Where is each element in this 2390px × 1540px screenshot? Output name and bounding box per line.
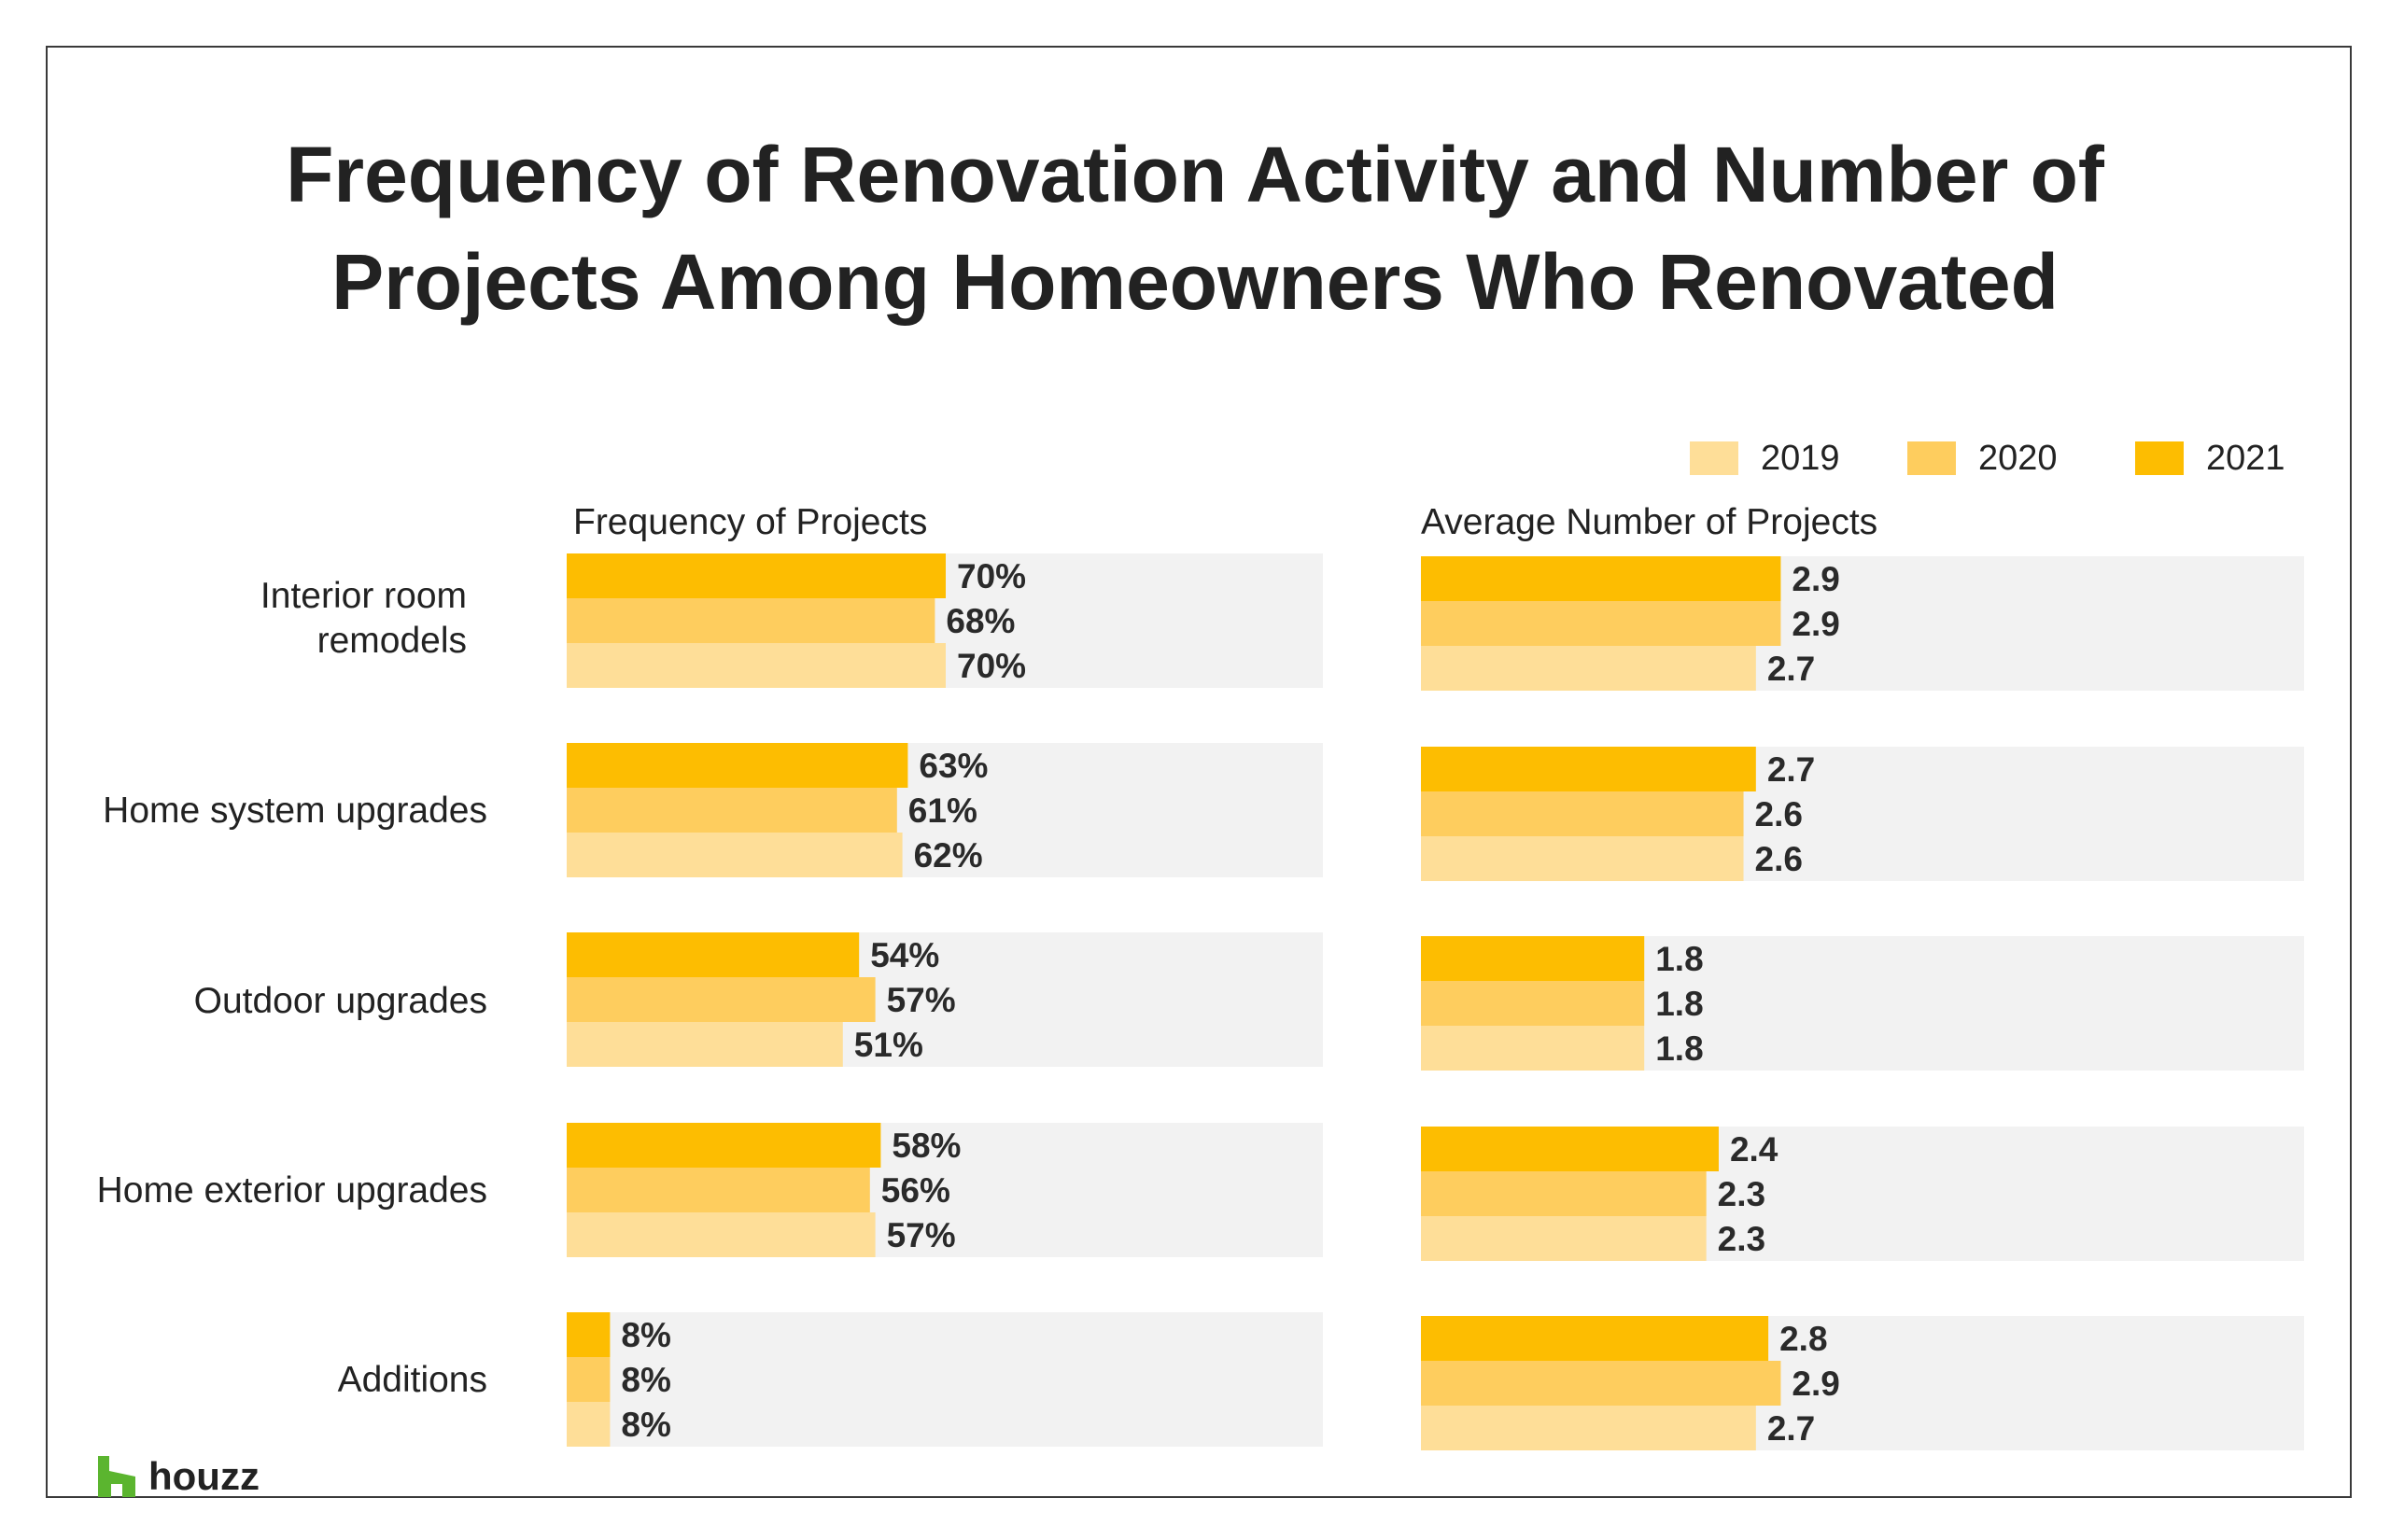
average-value-label-interior-room-remodels-2021: 2.9 [1792, 560, 1839, 598]
average-value-label-outdoor-upgrades-2020: 1.8 [1655, 985, 1703, 1023]
frequency-value-label-interior-room-remodels-2019: 70% [957, 647, 1026, 685]
frequency-bar-outdoor-upgrades-2020 [567, 977, 876, 1022]
average-bar-home-exterior-upgrades-2019 [1421, 1216, 1707, 1261]
category-label-line: Home system upgrades [103, 791, 487, 831]
average-bar-home-system-upgrades-2019 [1421, 836, 1744, 881]
frequency-value-label-additions-2020: 8% [621, 1361, 670, 1399]
legend-item-2021: 2021 [2135, 435, 2285, 482]
frequency-value-label-additions-2019: 8% [621, 1406, 670, 1444]
frequency-bar-additions-2021 [567, 1312, 611, 1357]
frequency-value-label-home-system-upgrades-2020: 61% [908, 791, 977, 830]
average-value-label-home-system-upgrades-2021: 2.7 [1767, 750, 1815, 789]
frequency-bar-outdoor-upgrades-2019 [567, 1022, 843, 1067]
frequency-value-label-additions-2021: 8% [621, 1316, 670, 1354]
chart-title-line-2: Projects Among Homeowners Who Renovated [331, 238, 2059, 326]
average-bar-interior-room-remodels-2020 [1421, 601, 1781, 646]
average-panel-title: Average Number of Projects [1421, 502, 1878, 542]
average-value-label-interior-room-remodels-2020: 2.9 [1792, 605, 1839, 643]
average-bar-outdoor-upgrades-2019 [1421, 1026, 1645, 1071]
frequency-bar-home-system-upgrades-2019 [567, 833, 903, 877]
category-label-outdoor-upgrades: Outdoor upgrades [21, 979, 487, 1024]
average-value-label-outdoor-upgrades-2021: 1.8 [1655, 940, 1703, 978]
average-bar-outdoor-upgrades-2021 [1421, 936, 1645, 981]
frequency-bar-additions-2020 [567, 1357, 611, 1402]
frequency-bar-home-exterior-upgrades-2019 [567, 1212, 876, 1257]
frequency-value-label-outdoor-upgrades-2020: 57% [887, 981, 956, 1019]
frequency-bar-interior-room-remodels-2019 [567, 643, 946, 688]
average-value-label-home-system-upgrades-2019: 2.6 [1755, 840, 1803, 878]
frequency-bar-home-exterior-upgrades-2020 [567, 1168, 870, 1212]
houzz-logo: houzz [98, 1456, 260, 1497]
chart-title-line-1: Frequency of Renovation Activity and Num… [286, 131, 2104, 218]
legend-label-2021: 2021 [2206, 439, 2285, 478]
category-label-interior-room-remodels: Interior room remodels [0, 574, 467, 664]
category-label-home-exterior-upgrades: Home exterior upgrades [21, 1169, 487, 1213]
legend-label-2020: 2020 [1978, 439, 2058, 478]
legend-label-2019: 2019 [1761, 439, 1840, 478]
category-label-line: Home exterior upgrades [96, 1170, 487, 1211]
category-label-additions: Additions [21, 1358, 487, 1403]
average-bar-additions-2019 [1421, 1406, 1756, 1450]
average-value-label-additions-2021: 2.8 [1779, 1320, 1827, 1358]
legend-swatch-2020 [1907, 441, 1956, 475]
frequency-bar-outdoor-upgrades-2021 [567, 932, 860, 977]
average-value-label-home-exterior-upgrades-2020: 2.3 [1718, 1175, 1765, 1213]
average-bar-home-exterior-upgrades-2021 [1421, 1127, 1719, 1171]
frequency-bar-interior-room-remodels-2021 [567, 553, 946, 598]
category-label-line: Outdoor upgrades [193, 981, 487, 1021]
frequency-bar-interior-room-remodels-2020 [567, 598, 935, 643]
average-bar-home-system-upgrades-2021 [1421, 747, 1756, 791]
frequency-value-label-home-exterior-upgrades-2021: 58% [892, 1127, 961, 1165]
frequency-value-label-home-system-upgrades-2019: 62% [914, 836, 983, 875]
frequency-bar-home-exterior-upgrades-2021 [567, 1123, 881, 1168]
average-value-label-home-exterior-upgrades-2021: 2.4 [1730, 1130, 1778, 1169]
average-bar-interior-room-remodels-2021 [1421, 556, 1781, 601]
average-bar-home-system-upgrades-2020 [1421, 791, 1744, 836]
frequency-value-label-interior-room-remodels-2020: 68% [946, 602, 1015, 640]
frequency-value-label-home-system-upgrades-2021: 63% [919, 747, 988, 785]
average-value-label-home-system-upgrades-2020: 2.6 [1755, 795, 1803, 833]
average-bar-additions-2020 [1421, 1361, 1781, 1406]
frequency-value-label-interior-room-remodels-2021: 70% [957, 557, 1026, 595]
average-value-label-interior-room-remodels-2019: 2.7 [1767, 650, 1815, 688]
average-bar-outdoor-upgrades-2020 [1421, 981, 1645, 1026]
average-value-label-outdoor-upgrades-2019: 1.8 [1655, 1029, 1703, 1068]
legend-swatch-2021 [2135, 441, 2184, 475]
houzz-logo-text: houzz [148, 1454, 260, 1498]
chart-frame [46, 46, 2352, 1498]
category-label-line: Interior room [260, 576, 467, 616]
average-bar-interior-room-remodels-2019 [1421, 646, 1756, 691]
frequency-bar-additions-2019 [567, 1402, 611, 1447]
frequency-bar-home-system-upgrades-2020 [567, 788, 897, 833]
frequency-value-label-home-exterior-upgrades-2019: 57% [887, 1216, 956, 1254]
category-label-home-system-upgrades: Home system upgrades [21, 789, 487, 833]
average-bar-home-exterior-upgrades-2020 [1421, 1171, 1707, 1216]
legend-item-2019: 2019 [1690, 435, 1840, 482]
chart-title: Frequency of Renovation Activity and Num… [0, 121, 2390, 336]
average-value-label-additions-2020: 2.9 [1792, 1365, 1839, 1403]
average-value-label-home-exterior-upgrades-2019: 2.3 [1718, 1220, 1765, 1258]
legend-swatch-2019 [1690, 441, 1738, 475]
frequency-panel-title: Frequency of Projects [573, 502, 928, 542]
legend-item-2020: 2020 [1907, 435, 2058, 482]
frequency-value-label-home-exterior-upgrades-2020: 56% [881, 1171, 950, 1210]
category-label-line: remodels [316, 621, 467, 661]
houzz-logo-icon [98, 1456, 135, 1497]
average-bar-additions-2021 [1421, 1316, 1769, 1361]
frequency-value-label-outdoor-upgrades-2019: 51% [854, 1026, 923, 1064]
category-label-line: Additions [337, 1360, 487, 1400]
frequency-bar-home-system-upgrades-2021 [567, 743, 908, 788]
frequency-row-background-additions [567, 1312, 1323, 1447]
frequency-value-label-outdoor-upgrades-2021: 54% [870, 936, 939, 974]
average-value-label-additions-2019: 2.7 [1767, 1409, 1815, 1448]
